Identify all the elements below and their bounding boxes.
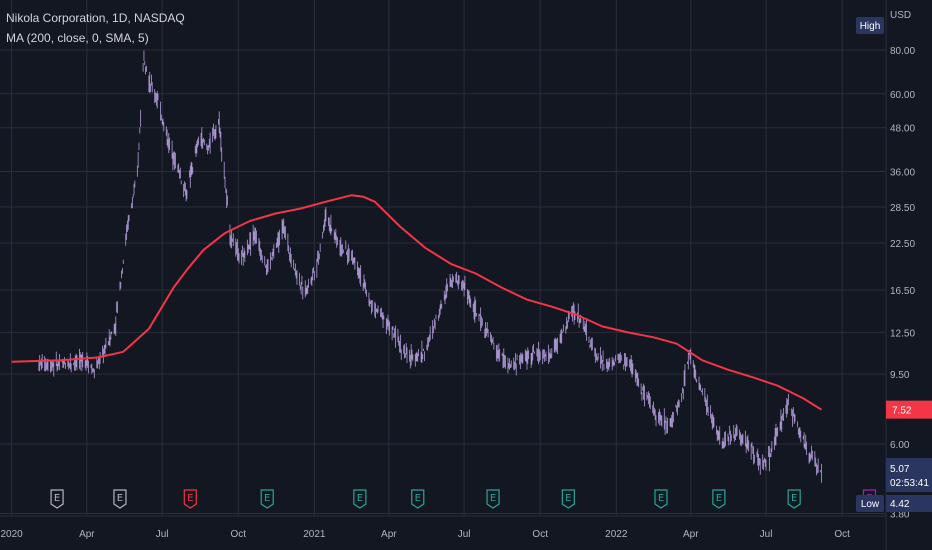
x-tick-label: Apr bbox=[381, 529, 397, 540]
high-badge-label: High bbox=[860, 21, 881, 32]
event-marker-earnings_highlight[interactable] bbox=[183, 489, 197, 509]
event-marker-dividends[interactable] bbox=[712, 489, 726, 509]
event-marker-dividends[interactable] bbox=[561, 489, 575, 509]
y-tick-label: 9.50 bbox=[890, 370, 910, 381]
event-marker-label: E bbox=[357, 493, 363, 504]
low-value-tag bbox=[886, 495, 932, 512]
x-tick-label: Apr bbox=[683, 529, 699, 540]
y-tick-label: 12.50 bbox=[890, 328, 915, 339]
y-tick-label: 3.80 bbox=[890, 509, 910, 520]
y-tick-label: 80.00 bbox=[890, 46, 915, 57]
event-marker-label: E bbox=[415, 493, 421, 504]
event-marker-label: E bbox=[117, 493, 123, 504]
event-marker-earnings[interactable] bbox=[50, 489, 64, 509]
event-marker-label: E bbox=[565, 493, 571, 504]
event-marker-label: E bbox=[490, 493, 496, 504]
event-marker-label: E bbox=[187, 493, 193, 504]
x-tick-label: Oct bbox=[230, 529, 246, 540]
y-tick-label: 60.00 bbox=[890, 90, 915, 101]
event-marker-earnings[interactable] bbox=[113, 489, 127, 509]
event-marker-label: E bbox=[791, 493, 797, 504]
high-badge bbox=[856, 17, 884, 34]
low-value-label: 4.42 bbox=[890, 499, 910, 510]
event-marker-dividends[interactable] bbox=[260, 489, 274, 509]
y-tick-label: 22.50 bbox=[890, 239, 915, 250]
x-tick-label: Apr bbox=[79, 529, 95, 540]
x-tick-label: 2022 bbox=[605, 529, 628, 540]
event-marker-dividends[interactable] bbox=[353, 489, 367, 509]
y-tick-label: 36.00 bbox=[890, 167, 915, 178]
last-price-tag bbox=[886, 458, 932, 492]
ma-value-tag bbox=[886, 400, 932, 419]
event-marker-dividends[interactable] bbox=[654, 489, 668, 509]
x-tick-label: Oct bbox=[532, 529, 548, 540]
ma-value-label: 7.52 bbox=[892, 406, 912, 417]
event-marker-dividends[interactable] bbox=[787, 489, 801, 509]
y-tick-label: 6.00 bbox=[890, 440, 910, 451]
y-tick-label: 16.50 bbox=[890, 286, 915, 297]
low-badge bbox=[856, 495, 884, 512]
symbol-title[interactable]: Nikola Corporation, 1D, NASDAQ bbox=[6, 11, 185, 25]
event-marker-label: E bbox=[716, 493, 722, 504]
chart-legend: Nikola Corporation, 1D, NASDAQ MA (200, … bbox=[6, 8, 185, 48]
x-tick-label: Jul bbox=[458, 529, 471, 540]
low-badge-label: Low bbox=[861, 499, 880, 510]
event-marker-label: E bbox=[658, 493, 664, 504]
event-marker-dividends[interactable] bbox=[486, 489, 500, 509]
event-marker-dividends[interactable] bbox=[411, 489, 425, 509]
x-tick-label: 2020 bbox=[0, 529, 23, 540]
y-tick-label: 48.00 bbox=[890, 124, 915, 135]
x-tick-label: Jul bbox=[760, 529, 773, 540]
currency-label: USD bbox=[890, 10, 911, 21]
y-tick-label: 28.50 bbox=[890, 203, 915, 214]
price-candles bbox=[38, 50, 822, 483]
last-price-label: 5.07 bbox=[890, 464, 910, 475]
countdown-label: 02:53:41 bbox=[890, 478, 929, 489]
x-tick-label: 2021 bbox=[303, 529, 326, 540]
ma-line bbox=[11, 194, 823, 411]
x-tick-label: Oct bbox=[834, 529, 850, 540]
event-marker-label: E bbox=[264, 493, 270, 504]
x-tick-label: Jul bbox=[156, 529, 169, 540]
indicator-label[interactable]: MA (200, close, 0, SMA, 5) bbox=[6, 31, 149, 45]
event-marker-label: E bbox=[54, 493, 60, 504]
